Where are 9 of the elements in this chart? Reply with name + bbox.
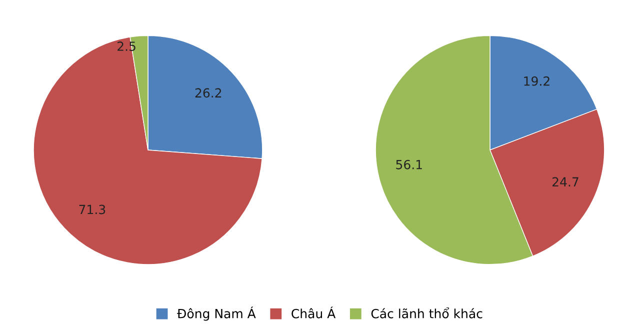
data-label: 19.2 <box>524 76 550 86</box>
data-label: 71.3 <box>79 204 106 214</box>
legend-label: Châu Á <box>292 306 336 318</box>
legend-label: Đông Nam Á <box>177 306 256 321</box>
data-label: 26.2 <box>195 88 222 98</box>
pie-slice <box>33 36 262 265</box>
data-label: 56.1 <box>396 160 422 170</box>
legend-label: Các lãnh thổ khác <box>371 307 482 318</box>
data-label: 24.7 <box>552 177 578 186</box>
